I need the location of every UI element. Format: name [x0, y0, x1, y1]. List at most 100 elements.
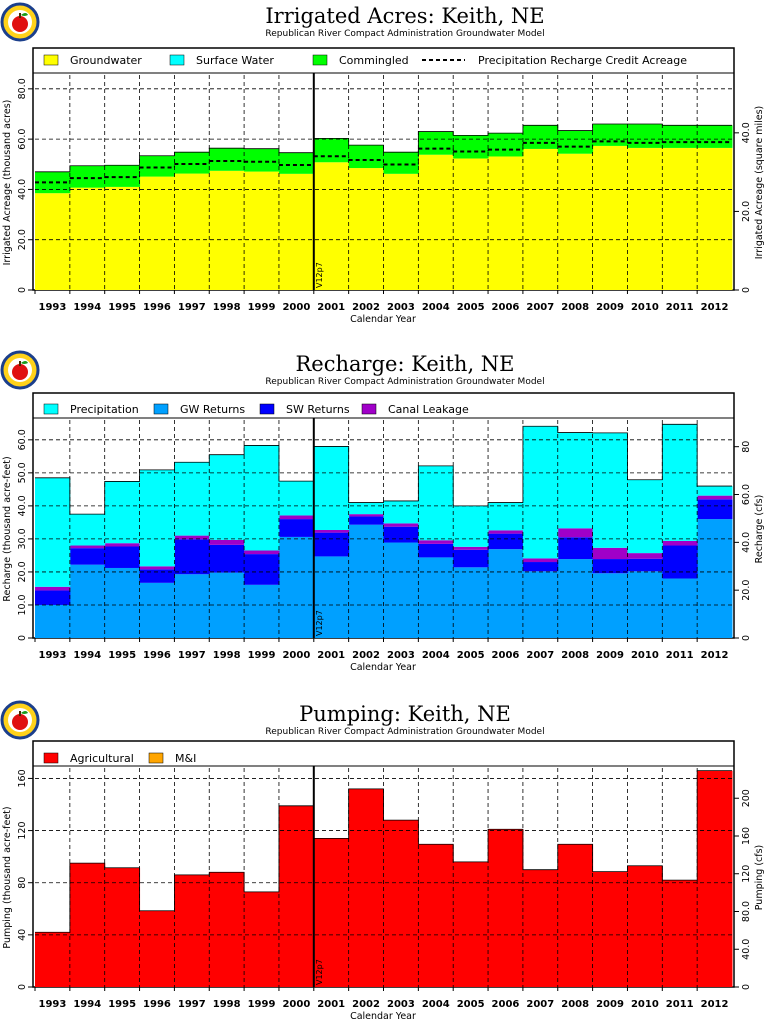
area-segment [209, 544, 245, 573]
area-segment [139, 469, 175, 567]
x-tick-label: 2001 [317, 302, 345, 313]
chart-title: Irrigated Acres: Keith, NE [265, 4, 544, 28]
area-segment [35, 590, 71, 605]
x-tick-label: 2008 [561, 302, 589, 313]
area-segment [139, 566, 175, 570]
area-segment [244, 148, 280, 172]
grid [35, 75, 732, 290]
x-tick-label: 2002 [352, 650, 380, 661]
y-tick-label: 0 [17, 635, 28, 641]
area-segment [522, 562, 559, 572]
area-segment [69, 863, 106, 987]
chart-title: Recharge: Keith, NE [296, 352, 515, 376]
legend-label: M&I [175, 752, 196, 765]
x-tick-label: 2000 [282, 650, 310, 661]
area-segment [174, 152, 210, 174]
x-tick-label: 2003 [387, 999, 415, 1010]
x-tick-label: 1995 [108, 999, 136, 1010]
y-axis-title: Pumping (thousand acre-feet) [2, 806, 13, 948]
area-segment [557, 844, 594, 987]
legend-label: Commingled [339, 54, 409, 67]
y-right-axis-title: Recharge (cfs) [754, 495, 765, 564]
x-tick-label: 2002 [352, 302, 380, 313]
area-segment [418, 844, 454, 987]
stack-outline [35, 423, 732, 515]
area-segment [383, 820, 419, 987]
area-segment [662, 147, 698, 290]
area-segment [488, 502, 524, 531]
y-tick-label: 80.0 [17, 78, 28, 99]
x-tick-label: 1998 [213, 302, 241, 313]
x-tick-label: 2006 [492, 650, 520, 661]
area-segment [522, 869, 559, 987]
x-tick-label: 1993 [39, 999, 67, 1010]
area-segment [522, 125, 559, 149]
area-segment [383, 152, 419, 174]
legend-label: Groundwater [70, 54, 142, 67]
legend-swatch [361, 403, 377, 415]
legend-swatch [148, 752, 164, 764]
y-axis-title: Irrigated Acreage (thousand acres) [2, 100, 13, 266]
y-tick-label: 50.0 [17, 462, 28, 483]
area-segment [418, 543, 454, 558]
area-segment [592, 432, 628, 548]
area-segment [348, 145, 384, 169]
x-tick-label: 2011 [666, 650, 694, 661]
area-segment [697, 125, 733, 148]
area-segment [104, 481, 141, 544]
area-segment [592, 547, 628, 560]
area-segment [697, 770, 733, 987]
y-right-tick-label: 40.0 [741, 122, 752, 143]
area-segment [313, 529, 350, 533]
area-segment [453, 546, 489, 550]
area-segment [209, 539, 245, 545]
area-segment [627, 479, 663, 554]
marker-label: V12p7 [315, 262, 324, 288]
y-right-axis-title: Pumping (cfs) [754, 845, 765, 911]
area-segment [278, 536, 315, 638]
y-tick-label: 10.0 [17, 594, 28, 615]
legend-label: GW Returns [180, 403, 245, 416]
legend-swatch [259, 403, 275, 415]
chart-subtitle: Republican River Compact Administration … [265, 727, 544, 737]
x-tick-label: 2007 [526, 302, 554, 313]
area-segment [69, 187, 106, 290]
y-tick-label: 20.0 [17, 229, 28, 250]
x-tick-label: 2000 [282, 999, 310, 1010]
area-segment [174, 462, 210, 536]
area-segment [488, 156, 524, 290]
area-segment [592, 559, 628, 574]
y-right-tick-label: 80.0 [741, 901, 752, 922]
legend-label: Agricultural [70, 752, 134, 765]
logo-apple [12, 714, 28, 730]
y-tick-label: 30.0 [17, 528, 28, 549]
y-right-tick-label: 40.0 [741, 939, 752, 960]
y-axis-title: Recharge (thousand acre-feet) [2, 456, 13, 601]
logo-leaf [21, 711, 28, 714]
area-segment [557, 432, 594, 529]
area-segment [35, 604, 71, 638]
x-tick-label: 2005 [457, 999, 485, 1010]
area-segment [174, 173, 210, 290]
y-right-tick-label: 120 [741, 865, 752, 883]
x-tick-label: 2012 [701, 650, 729, 661]
area-segment [104, 543, 141, 547]
area-segment [627, 124, 663, 148]
legend-label: Precipitation [70, 403, 139, 416]
x-tick-label: 2006 [492, 302, 520, 313]
area-segment [348, 516, 384, 525]
logo-stem [19, 711, 21, 716]
area-segment [313, 138, 350, 163]
x-tick-label: 1998 [213, 650, 241, 661]
area-segment [244, 891, 280, 987]
x-tick-label: 2004 [422, 999, 450, 1010]
area-segment [244, 584, 280, 638]
area-segment [244, 445, 280, 551]
area-segment [453, 861, 489, 987]
area-segment [453, 158, 489, 290]
logo-leaf [21, 13, 28, 16]
legend-label: SW Returns [286, 403, 350, 416]
